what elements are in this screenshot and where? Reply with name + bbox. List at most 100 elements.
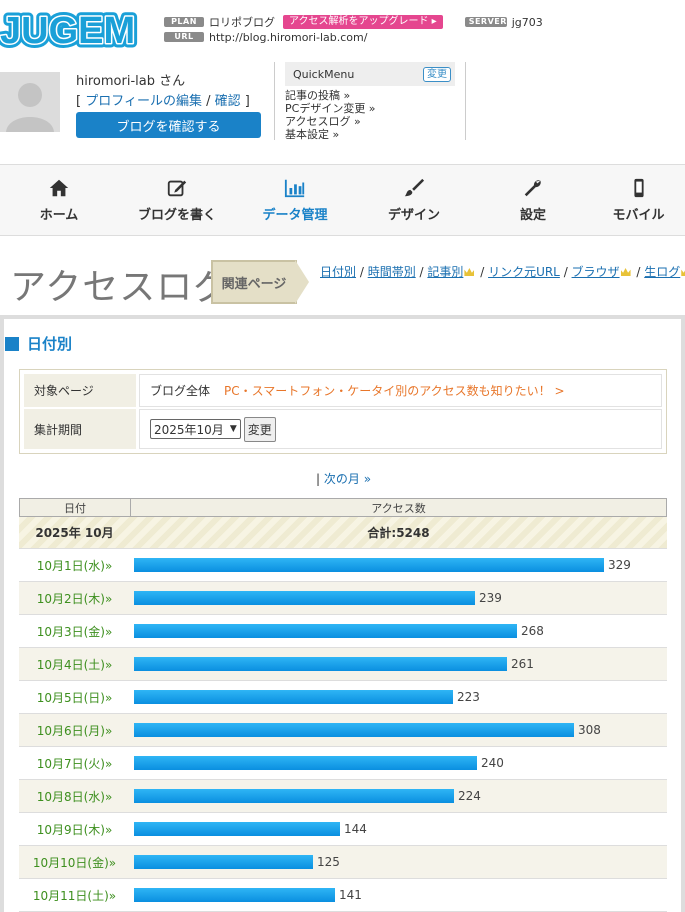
nav-label: モバイル [612,208,665,223]
confirm-blog-button[interactable]: ブログを確認する [76,112,261,138]
quickmenu-change-button[interactable]: 変更 [423,66,451,82]
date-link[interactable]: 10月3日(金)» [36,624,113,639]
quickmenu-item[interactable]: アクセスログ » [285,115,361,128]
table-row: 10月10日(金)» 125 [19,846,667,879]
section-title: 日付別 [5,333,72,354]
date-link[interactable]: 10月8日(水)» [36,789,113,804]
username: hiromori-lab さん [76,74,186,89]
access-bar [134,723,574,737]
period-label: 集計期間 [24,409,136,449]
access-count: 125 [317,855,340,869]
url-line: URL http://blog.hiromori-lab.com/ [164,30,367,44]
period-change-button[interactable]: 変更 [243,416,276,442]
access-count: 308 [578,723,601,737]
access-count: 268 [521,624,544,638]
period-select[interactable]: 2025年10月 ▼ [150,419,241,439]
table-row: 10月9日(木)» 144 [19,813,667,846]
date-link[interactable]: 10月9日(木)» [36,822,113,837]
access-log-sublinks: 日付別 / 時間帯別 / 記事別 / リンク元URL / ブラウザ / 生ログ [320,263,685,280]
access-bar [134,789,454,803]
column-header-count: アクセス数 [371,501,426,515]
bar-cell: 240 [130,756,667,770]
quickmenu-item[interactable]: 記事の投稿 » [285,89,351,102]
sublink-hour[interactable]: 時間帯別 [367,265,416,279]
chart-icon [284,179,305,198]
brush-icon [404,178,425,197]
date-link[interactable]: 10月2日(木)» [36,591,113,606]
quickmenu-item[interactable]: 基本設定 » [285,128,340,141]
page-title: アクセスログ [10,267,231,308]
main-nav: ホーム ブログを書く データ管理 デザイン 設定 モバイル [0,164,685,236]
date-link[interactable]: 10月11日(土)» [32,888,117,903]
jugem-logo[interactable]: JUGEM JUGEM JUGEM [0,10,145,50]
table-row: 10月2日(木)» 239 [19,582,667,615]
filter-row-target: 対象ページ ブログ全体 PC・スマートフォン・ケータイ別のアクセス数も知りたい！… [24,374,662,407]
bar-cell: 144 [130,822,667,836]
server-name: jg703 [511,15,543,29]
crown-icon [464,268,475,276]
edit-profile-link[interactable]: プロフィールの編集 [85,94,202,109]
crown-icon [620,268,631,276]
quickmenu-item[interactable]: PCデザイン変更 » [285,102,376,115]
home-icon [49,179,69,197]
table-row: 10月1日(水)» 329 [19,549,667,582]
avatar-silhouette-icon [0,72,60,132]
confirm-profile-link[interactable]: 確認 [214,94,241,109]
separator: / [206,94,211,109]
sublink-date[interactable]: 日付別 [320,265,357,279]
blog-url[interactable]: http://blog.hiromori-lab.com/ [209,30,368,44]
date-link[interactable]: 10月1日(水)» [36,558,113,573]
target-page-label: 対象ページ [24,374,136,407]
section-title-text: 日付別 [27,335,73,353]
nav-data[interactable]: データ管理 [236,165,354,235]
nav-settings[interactable]: 設定 [474,165,592,235]
bar-cell: 223 [130,690,667,704]
table-row: 10月7日(火)» 240 [19,747,667,780]
nav-write[interactable]: ブログを書く [118,165,236,235]
table-body: 10月1日(水)» 329 10月2日(木)» 239 10月3日(金)» 268 10月4… [19,549,667,912]
nav-mobile[interactable]: モバイル [592,165,685,235]
date-link[interactable]: 10月7日(火)» [36,756,113,771]
target-page-text: ブログ全体 [150,384,211,398]
quickmenu-title: QuickMenu [293,67,355,81]
nav-label: ブログを書く [137,208,216,223]
sublink-browser[interactable]: ブラウザ [571,265,620,279]
pager-divider: | [316,472,321,486]
date-link[interactable]: 10月4日(土)» [36,657,113,672]
bar-cell: 268 [130,624,667,638]
edit-icon [167,180,187,197]
period-value: 2025年10月 ▼ 変更 [139,409,662,449]
related-arrow [295,260,309,304]
svg-text:JUGEM: JUGEM [0,10,135,50]
wrench-icon [524,180,541,197]
access-count: 223 [457,690,480,704]
quickmenu-list: 記事の投稿 » PCデザイン変更 » アクセスログ » 基本設定 » [285,89,376,141]
chevron-down-icon: ▼ [229,424,237,434]
access-count: 224 [458,789,481,803]
access-bar [134,591,475,605]
table-row: 10月3日(金)» 268 [19,615,667,648]
table-row: 10月6日(月)» 308 [19,714,667,747]
access-bar [134,756,477,770]
bar-cell: 329 [130,558,667,572]
nav-design[interactable]: デザイン [354,165,474,235]
date-link[interactable]: 10月10日(金)» [32,855,117,870]
date-link[interactable]: 10月5日(日)» [36,690,113,705]
next-month-link[interactable]: 次の月 » [323,472,372,486]
url-tag: URL [164,32,204,42]
plan-line: PLAN ロリポブログ アクセス解析をアップグレード ▸ SERVER jg70… [164,15,543,29]
nav-home[interactable]: ホーム [0,165,118,235]
sublink-referrer[interactable]: リンク元URL [488,265,560,279]
access-bar [134,888,335,902]
plan-name: ロリポブログ [209,16,275,29]
sublink-rawlog[interactable]: 生ログ [644,265,681,279]
device-breakdown-link[interactable]: PC・スマートフォン・ケータイ別のアクセス数も知りたい！ > [224,384,565,398]
related-pages-label: 関連ページ [211,260,297,304]
upgrade-button[interactable]: アクセス解析をアップグレード ▸ [283,15,443,29]
date-link[interactable]: 10月6日(月)» [36,723,113,738]
access-count: 329 [608,558,631,572]
month-pager: | 次の月 » [316,470,371,487]
sublink-article[interactable]: 記事別 [427,265,464,279]
access-count: 239 [479,591,502,605]
mobile-icon [633,178,644,198]
